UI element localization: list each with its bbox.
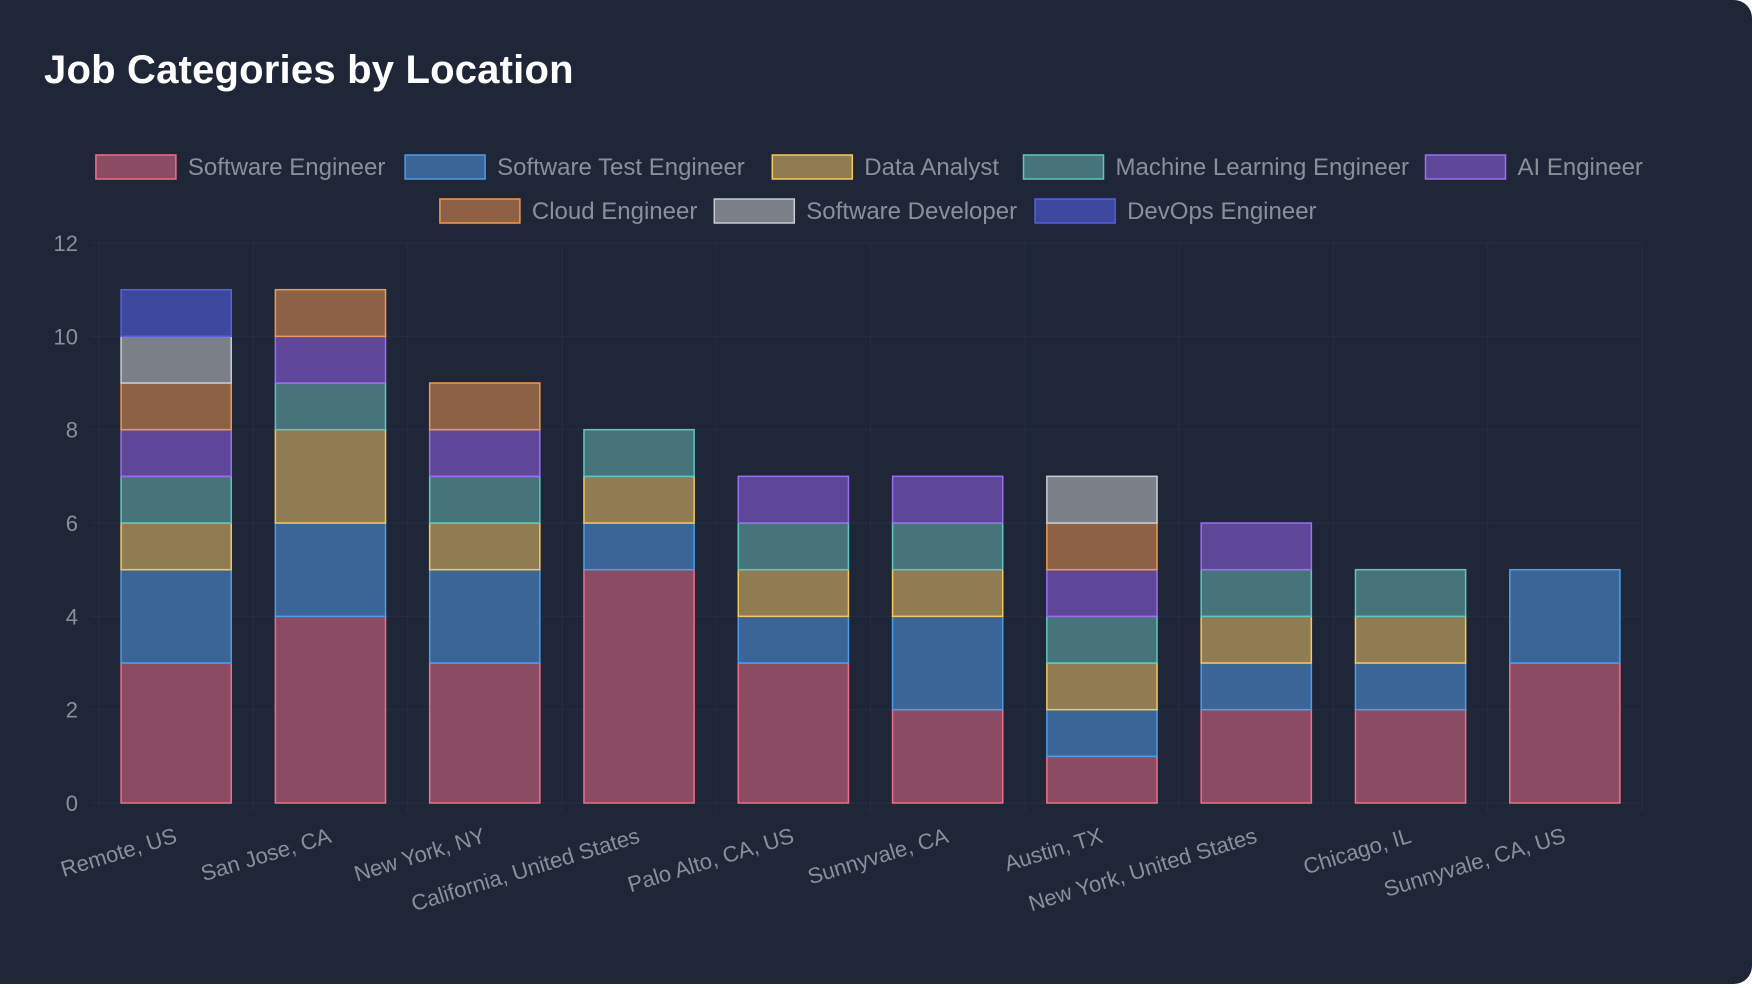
- bar-cloud-engineer-new-york-ny[interactable]: [428, 382, 541, 431]
- legend-swatch: [404, 154, 486, 180]
- bar-software-developer-remote-us[interactable]: [120, 335, 232, 384]
- bar-data-analyst-austin-tx[interactable]: [1046, 662, 1158, 711]
- legend: Software Engineer Software Test Engineer D…: [95, 154, 1643, 225]
- legend-swatch: [1424, 154, 1507, 180]
- legend-item-software-developer[interactable]: Software Developer: [713, 198, 1017, 225]
- bar-software-test-engineer-sunnyvale-ca[interactable]: [891, 615, 1004, 711]
- bar-data-analyst-sunnyvale-ca[interactable]: [891, 568, 1004, 618]
- x-tick-label: Remote, US: [58, 823, 180, 882]
- bar-ai-engineer-palo-alto-ca-us[interactable]: [737, 475, 850, 524]
- bar-software-test-engineer-new-york-ny[interactable]: [428, 568, 541, 664]
- bar-machine-learning-engineer-chicago-il[interactable]: [1354, 568, 1467, 618]
- y-tick-label: 8: [66, 418, 78, 443]
- y-tick-label: 4: [66, 604, 78, 629]
- bar-devops-engineer-remote-us[interactable]: [120, 288, 232, 338]
- legend-item-software-engineer[interactable]: Software Engineer: [95, 154, 385, 181]
- bar-data-analyst-chicago-il[interactable]: [1354, 615, 1467, 664]
- bar-machine-learning-engineer-new-york-ny[interactable]: [428, 475, 541, 524]
- x-tick-label: San Jose, CA: [198, 823, 334, 886]
- bar-data-analyst-california-united-states[interactable]: [583, 475, 695, 524]
- legend-label: AI Engineer: [1518, 154, 1643, 181]
- legend-label: DevOps Engineer: [1127, 198, 1316, 225]
- legend-label: Machine Learning Engineer: [1116, 154, 1410, 181]
- legend-item-software-test-engineer[interactable]: Software Test Engineer: [404, 154, 745, 181]
- x-tick-label: Palo Alto, CA, US: [625, 823, 797, 897]
- legend-label: Software Test Engineer: [497, 154, 745, 181]
- legend-item-data-analyst[interactable]: Data Analyst: [771, 154, 999, 181]
- bar-software-test-engineer-austin-tx[interactable]: [1046, 708, 1158, 758]
- bar-machine-learning-engineer-palo-alto-ca-us[interactable]: [737, 522, 850, 571]
- legend-item-ai-engineer[interactable]: AI Engineer: [1424, 154, 1643, 181]
- legend-item-machine-learning-engineer[interactable]: Machine Learning Engineer: [1022, 154, 1410, 181]
- page-title: Job Categories by Location: [44, 48, 574, 92]
- bar-software-test-engineer-new-york-united-states[interactable]: [1200, 662, 1313, 711]
- legend-label: Software Developer: [806, 198, 1017, 225]
- bar-machine-learning-engineer-sunnyvale-ca[interactable]: [891, 522, 1004, 571]
- bar-software-engineer-austin-tx[interactable]: [1046, 755, 1158, 804]
- y-tick-label: 10: [54, 324, 78, 349]
- bar-data-analyst-san-jose-ca[interactable]: [274, 428, 387, 524]
- legend-swatch: [771, 154, 854, 180]
- bar-software-test-engineer-sunnyvale-ca-us[interactable]: [1509, 568, 1621, 664]
- bar-software-engineer-san-jose-ca[interactable]: [274, 615, 387, 804]
- bar-software-engineer-remote-us[interactable]: [120, 662, 232, 804]
- bar-machine-learning-engineer-new-york-united-states[interactable]: [1200, 568, 1313, 618]
- bar-ai-engineer-san-jose-ca[interactable]: [274, 335, 387, 384]
- bar-software-engineer-sunnyvale-ca[interactable]: [891, 708, 1004, 804]
- bar-data-analyst-remote-us[interactable]: [120, 522, 232, 571]
- y-tick-label: 2: [66, 698, 78, 723]
- bar-ai-engineer-austin-tx[interactable]: [1046, 568, 1158, 618]
- legend-label: Data Analyst: [864, 154, 999, 181]
- bar-software-test-engineer-palo-alto-ca-us[interactable]: [737, 615, 850, 664]
- bar-machine-learning-engineer-remote-us[interactable]: [120, 475, 232, 524]
- y-axis: 0 2 4 6 8 10 12: [54, 231, 78, 816]
- x-tick-label: Chicago, IL: [1300, 823, 1414, 879]
- legend-item-devops-engineer[interactable]: DevOps Engineer: [1034, 198, 1317, 225]
- bar-software-engineer-palo-alto-ca-us[interactable]: [737, 662, 850, 804]
- bar-software-engineer-sunnyvale-ca-us[interactable]: [1509, 662, 1621, 804]
- legend-swatch: [1022, 154, 1105, 180]
- bar-software-test-engineer-chicago-il[interactable]: [1354, 662, 1467, 711]
- bar-ai-engineer-remote-us[interactable]: [120, 428, 232, 478]
- bar-software-engineer-chicago-il[interactable]: [1354, 708, 1467, 804]
- bar-software-developer-austin-tx[interactable]: [1046, 475, 1158, 524]
- bar-software-test-engineer-san-jose-ca[interactable]: [274, 522, 387, 618]
- legend-swatch: [439, 198, 521, 224]
- bar-data-analyst-palo-alto-ca-us[interactable]: [737, 568, 850, 618]
- y-tick-label: 12: [54, 231, 78, 256]
- legend-label: Software Engineer: [188, 154, 385, 181]
- bar-software-engineer-new-york-united-states[interactable]: [1200, 708, 1313, 804]
- legend-item-cloud-engineer[interactable]: Cloud Engineer: [439, 198, 697, 225]
- bar-software-engineer-new-york-ny[interactable]: [428, 662, 541, 804]
- bar-ai-engineer-new-york-ny[interactable]: [428, 428, 541, 478]
- y-tick-label: 6: [66, 511, 78, 536]
- legend-swatch: [1034, 198, 1116, 224]
- bar-ai-engineer-new-york-united-states[interactable]: [1200, 522, 1313, 571]
- bar-machine-learning-engineer-san-jose-ca[interactable]: [274, 382, 387, 431]
- bar-cloud-engineer-austin-tx[interactable]: [1046, 522, 1158, 571]
- x-tick-label: Sunnyvale, CA: [805, 823, 952, 890]
- bar-ai-engineer-sunnyvale-ca[interactable]: [891, 475, 1004, 524]
- bar-software-test-engineer-california-united-states[interactable]: [583, 522, 695, 571]
- x-axis: Remote, US San Jose, CA New York, NYCalifo…: [58, 823, 1569, 916]
- bar-cloud-engineer-san-jose-ca[interactable]: [274, 288, 387, 338]
- bar-machine-learning-engineer-austin-tx[interactable]: [1046, 615, 1158, 664]
- bar-software-test-engineer-remote-us[interactable]: [120, 568, 232, 664]
- bar-software-engineer-california-united-states[interactable]: [583, 568, 695, 804]
- legend-label: Cloud Engineer: [532, 198, 697, 225]
- bar-cloud-engineer-remote-us[interactable]: [120, 382, 232, 431]
- bar-data-analyst-new-york-united-states[interactable]: [1200, 615, 1313, 664]
- bars: [120, 288, 1621, 804]
- legend-swatch: [95, 154, 177, 180]
- x-tick-label: Austin, TX: [1001, 823, 1105, 877]
- bar-machine-learning-engineer-california-united-states[interactable]: [583, 428, 695, 478]
- y-tick-label: 0: [66, 791, 78, 816]
- legend-swatch: [713, 198, 796, 224]
- bar-data-analyst-new-york-ny[interactable]: [428, 522, 541, 571]
